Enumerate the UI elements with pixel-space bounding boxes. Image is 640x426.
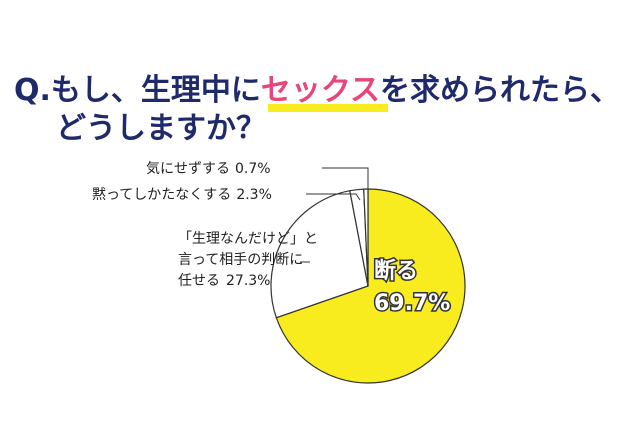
- value-label: 2.3%: [236, 187, 272, 203]
- value-label: 27.3%: [226, 273, 270, 289]
- label-line: 「生理なんだけど」と: [178, 231, 318, 247]
- title-part: セックス: [261, 73, 380, 108]
- leaders: [300, 167, 369, 263]
- slice-label: 断る: [374, 258, 418, 284]
- chart-title: Q.もし、生理中にセックスを求められたら、: [14, 73, 620, 108]
- title-part: を求められたら、: [380, 73, 620, 108]
- highlight: [268, 104, 388, 112]
- value-label: 0.7%: [235, 161, 271, 177]
- slice-label: 気にせずする: [146, 161, 230, 177]
- slice-label: 黙ってしかたなくする: [92, 187, 231, 203]
- pie-slice: [275, 188, 466, 384]
- chart-title: どうしますか？: [56, 111, 266, 146]
- leader-line: [306, 193, 361, 201]
- pie-slice: [270, 190, 369, 319]
- title-part: Q.もし、生理中に: [14, 73, 261, 108]
- label-line: 言って相手の判断に: [178, 252, 303, 268]
- label-line: 任せる: [178, 273, 220, 289]
- slice-label: 「生理なんだけど」と言って相手の判断に任せる: [178, 231, 318, 289]
- value-label: 69.7%: [374, 291, 450, 316]
- leader-line: [322, 167, 369, 190]
- pie: [270, 188, 466, 384]
